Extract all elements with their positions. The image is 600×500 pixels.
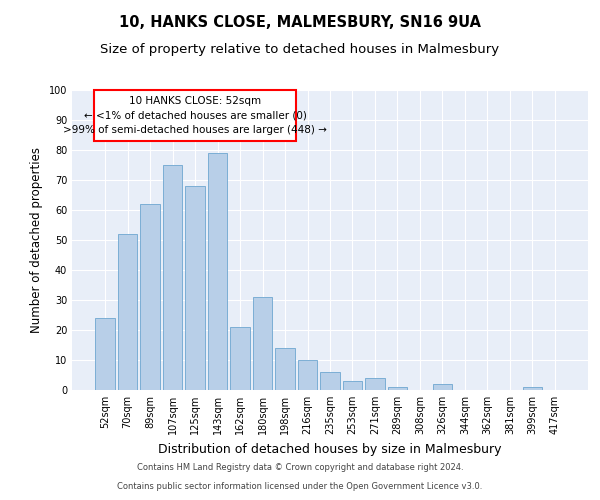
- Bar: [253, 297, 272, 390]
- Bar: [118, 234, 137, 390]
- Bar: [523, 387, 542, 390]
- Text: 10, HANKS CLOSE, MALMESBURY, SN16 9UA: 10, HANKS CLOSE, MALMESBURY, SN16 9UA: [119, 15, 481, 30]
- Bar: [433, 384, 452, 390]
- X-axis label: Distribution of detached houses by size in Malmesbury: Distribution of detached houses by size …: [158, 442, 502, 456]
- Y-axis label: Number of detached properties: Number of detached properties: [30, 147, 43, 333]
- Bar: [275, 348, 295, 390]
- Bar: [163, 165, 182, 390]
- Bar: [320, 372, 340, 390]
- Bar: [365, 378, 385, 390]
- Bar: [230, 327, 250, 390]
- Bar: [140, 204, 160, 390]
- Text: 10 HANKS CLOSE: 52sqm
← <1% of detached houses are smaller (0)
>99% of semi-deta: 10 HANKS CLOSE: 52sqm ← <1% of detached …: [63, 96, 327, 136]
- Bar: [208, 153, 227, 390]
- Bar: [343, 381, 362, 390]
- Text: Contains public sector information licensed under the Open Government Licence v3: Contains public sector information licen…: [118, 482, 482, 491]
- Bar: [298, 360, 317, 390]
- Text: Size of property relative to detached houses in Malmesbury: Size of property relative to detached ho…: [100, 42, 500, 56]
- Bar: [388, 387, 407, 390]
- FancyBboxPatch shape: [94, 90, 296, 141]
- Bar: [95, 318, 115, 390]
- Bar: [185, 186, 205, 390]
- Text: Contains HM Land Registry data © Crown copyright and database right 2024.: Contains HM Land Registry data © Crown c…: [137, 464, 463, 472]
